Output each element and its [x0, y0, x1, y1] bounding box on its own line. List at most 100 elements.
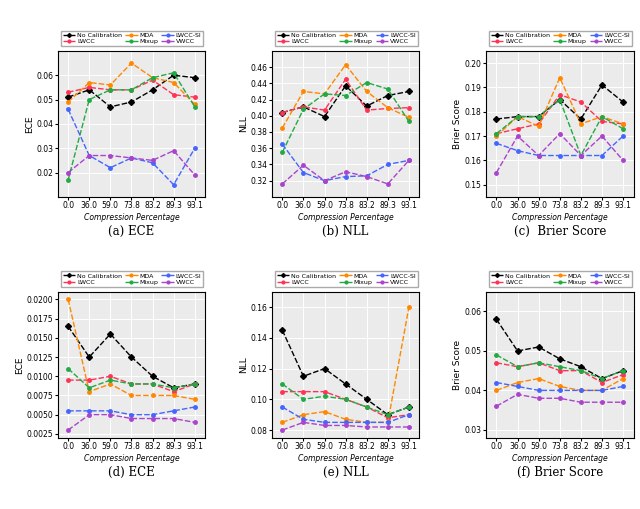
VWCC: [384, 181, 392, 187]
MDA: [493, 133, 500, 139]
VWCC: [342, 168, 349, 175]
LWCC: [85, 377, 93, 383]
MDA: [620, 121, 627, 127]
LWCC: [278, 388, 286, 394]
Mixup: [556, 363, 564, 370]
LWCC-SI: [106, 408, 114, 414]
No Calibration: [321, 365, 328, 372]
LWCC-SI: [514, 148, 522, 154]
LWCC-SI: [405, 412, 413, 418]
No Calibration: [342, 83, 349, 89]
Mixup: [127, 381, 135, 387]
VWCC: [191, 419, 198, 426]
MDA: [598, 387, 606, 393]
MDA: [278, 419, 286, 426]
LWCC-SI: [363, 173, 371, 179]
Mixup: [598, 114, 606, 120]
MDA: [620, 376, 627, 382]
No Calibration: [384, 93, 392, 99]
Mixup: [535, 114, 543, 120]
VWCC: [170, 415, 177, 421]
Line: Mixup: Mixup: [65, 365, 198, 391]
No Calibration: [170, 72, 177, 78]
VWCC: [493, 403, 500, 409]
No Calibration: [556, 97, 564, 103]
VWCC: [300, 419, 307, 426]
LWCC: [384, 415, 392, 421]
Mixup: [278, 381, 286, 387]
Mixup: [191, 381, 198, 387]
LWCC: [405, 105, 413, 111]
LWCC-SI: [363, 419, 371, 426]
No Calibration: [106, 331, 114, 337]
Mixup: [300, 106, 307, 112]
LWCC-SI: [170, 182, 177, 188]
LWCC: [556, 92, 564, 98]
LWCC-SI: [64, 408, 72, 414]
No Calibration: [493, 116, 500, 122]
LWCC: [300, 388, 307, 394]
VWCC: [64, 169, 72, 176]
Text: (c)  Brier Score: (c) Brier Score: [513, 225, 606, 238]
MDA: [148, 75, 156, 81]
LWCC-SI: [127, 155, 135, 161]
Line: Mixup: Mixup: [65, 69, 198, 183]
Mixup: [514, 114, 522, 120]
Line: VWCC: VWCC: [279, 419, 412, 434]
Mixup: [85, 97, 93, 103]
Legend: No Calibration, LWCC, MDA, Mixup, LWCC-SI, VWCC: No Calibration, LWCC, MDA, Mixup, LWCC-S…: [489, 271, 632, 287]
LWCC-SI: [493, 379, 500, 385]
No Calibration: [85, 87, 93, 93]
MDA: [300, 89, 307, 95]
LWCC: [363, 404, 371, 410]
No Calibration: [620, 367, 627, 374]
VWCC: [300, 162, 307, 168]
Line: LWCC-SI: LWCC-SI: [493, 132, 627, 159]
Legend: No Calibration, LWCC, MDA, Mixup, LWCC-SI, VWCC: No Calibration, LWCC, MDA, Mixup, LWCC-S…: [275, 31, 418, 46]
LWCC-SI: [535, 153, 543, 159]
LWCC-SI: [278, 141, 286, 147]
Line: Mixup: Mixup: [493, 96, 627, 159]
LWCC-SI: [278, 404, 286, 410]
X-axis label: Compression Percentage: Compression Percentage: [512, 213, 607, 222]
MDA: [535, 376, 543, 382]
LWCC-SI: [300, 416, 307, 422]
MDA: [514, 114, 522, 120]
LWCC-SI: [300, 169, 307, 176]
LWCC: [598, 119, 606, 125]
LWCC-SI: [493, 140, 500, 147]
VWCC: [493, 169, 500, 176]
MDA: [85, 388, 93, 394]
VWCC: [148, 415, 156, 421]
LWCC: [106, 87, 114, 93]
MDA: [127, 392, 135, 399]
Mixup: [85, 385, 93, 391]
No Calibration: [278, 327, 286, 333]
LWCC-SI: [85, 153, 93, 159]
MDA: [85, 79, 93, 86]
VWCC: [620, 157, 627, 163]
Y-axis label: Brier Score: Brier Score: [453, 340, 462, 390]
No Calibration: [493, 316, 500, 322]
VWCC: [556, 395, 564, 401]
LWCC-SI: [191, 404, 198, 410]
Line: MDA: MDA: [65, 296, 198, 403]
LWCC: [405, 412, 413, 418]
MDA: [577, 387, 585, 393]
No Calibration: [127, 354, 135, 360]
No Calibration: [148, 87, 156, 93]
No Calibration: [170, 385, 177, 391]
LWCC: [321, 388, 328, 394]
Line: No Calibration: No Calibration: [66, 73, 197, 109]
X-axis label: Compression Percentage: Compression Percentage: [298, 454, 394, 463]
No Calibration: [278, 109, 286, 116]
LWCC-SI: [342, 419, 349, 426]
LWCC: [514, 363, 522, 370]
No Calibration: [148, 373, 156, 379]
Mixup: [405, 119, 413, 125]
Text: (a) ECE: (a) ECE: [108, 225, 155, 238]
VWCC: [321, 178, 328, 184]
LWCC: [127, 381, 135, 387]
Mixup: [321, 91, 328, 97]
MDA: [535, 123, 543, 129]
